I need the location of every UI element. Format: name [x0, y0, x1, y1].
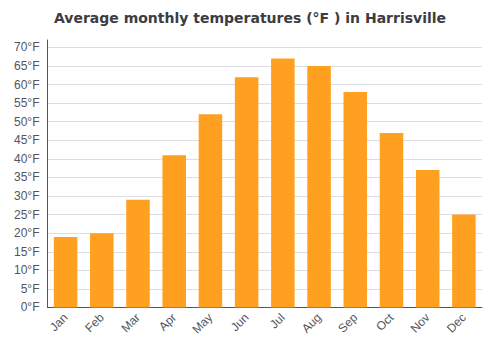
svg-text:35°F: 35°F [14, 170, 39, 184]
svg-text:30°F: 30°F [14, 189, 39, 203]
svg-text:Mar: Mar [118, 311, 143, 335]
svg-text:Dec: Dec [444, 311, 469, 336]
svg-text:50°F: 50°F [14, 115, 39, 129]
svg-text:May: May [189, 311, 215, 337]
svg-text:Jan: Jan [47, 311, 71, 335]
svg-text:Average monthly temperatures (: Average monthly temperatures (°F ) in Ha… [54, 10, 446, 26]
svg-text:60°F: 60°F [14, 78, 39, 92]
svg-text:25°F: 25°F [14, 208, 39, 222]
svg-text:70°F: 70°F [14, 40, 39, 54]
svg-text:Feb: Feb [82, 310, 107, 335]
svg-text:5°F: 5°F [21, 282, 40, 296]
svg-text:65°F: 65°F [14, 59, 39, 73]
svg-text:20°F: 20°F [14, 226, 39, 240]
svg-text:Jul: Jul [267, 311, 288, 332]
svg-text:40°F: 40°F [14, 152, 39, 166]
svg-text:Apr: Apr [156, 311, 179, 334]
svg-text:Jun: Jun [228, 311, 252, 335]
svg-text:55°F: 55°F [14, 96, 39, 110]
svg-text:Nov: Nov [408, 311, 433, 336]
svg-text:Oct: Oct [373, 310, 397, 334]
svg-text:10°F: 10°F [14, 263, 39, 277]
svg-text:45°F: 45°F [14, 133, 39, 147]
svg-text:Aug: Aug [299, 311, 324, 336]
svg-text:0°F: 0°F [21, 300, 40, 314]
svg-text:Sep: Sep [335, 310, 360, 335]
svg-text:15°F: 15°F [14, 245, 39, 259]
